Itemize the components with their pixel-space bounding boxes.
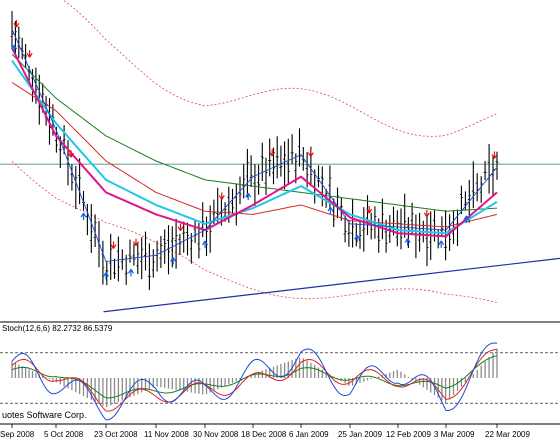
x-tick-label: 18 Dec 2008 [241,430,287,439]
x-tick-label: 3 Mar 2009 [434,430,475,439]
indicator-label: Stoch(12,6,6) 82.2732 86.5379 [2,324,113,333]
x-tick-label: 23 Oct 2008 [94,430,138,439]
x-tick-label: 12 Feb 2009 [386,430,431,439]
watermark-text: uotes Software Corp. [2,410,87,420]
x-tick-label: 25 Jan 2009 [338,430,383,439]
x-tick-label: 11 Nov 2008 [144,430,189,439]
x-tick-label: 22 Mar 2009 [485,430,530,439]
x-tick-label: Sep 2008 [0,430,35,439]
x-tick-label: 30 Nov 2008 [193,430,239,439]
x-tick-label: 6 Jan 2009 [289,430,329,439]
x-tick-label: 5 Oct 2008 [44,430,84,439]
